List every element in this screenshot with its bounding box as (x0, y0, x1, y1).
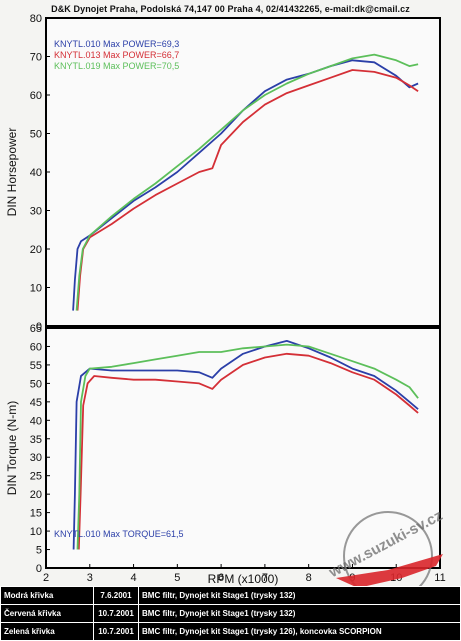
watermark-logo: www.suzuki-sv.cz (318, 507, 453, 604)
y-tick-label: 60 (30, 90, 42, 102)
caption-row: Zelená křivka 10.7.2001 BMC filtr, Dynojet… (0, 622, 461, 641)
y-tick-label: 40 (30, 167, 42, 179)
y-tick-label: 0 (36, 563, 42, 575)
y-tick-label: 50 (30, 378, 42, 390)
curve-date: 10.7.2001 (93, 622, 139, 641)
curve-label: Zelená křivka (0, 622, 94, 641)
y-tick-label: 35 (30, 434, 42, 446)
y-tick-label: 25 (30, 471, 42, 483)
y-tick-label: 5 (36, 545, 42, 557)
y-tick-label: 10 (30, 283, 42, 295)
y-tick-label: 60 (30, 341, 42, 353)
y-tick-label: 55 (30, 360, 42, 372)
x-tick-label: 6 (218, 572, 224, 584)
y-tick-label: 80 (30, 13, 42, 25)
y-tick-label: 15 (30, 508, 42, 520)
x-tick-label: 11 (434, 572, 445, 584)
y-tick-label: 70 (30, 52, 42, 64)
y-tick-label: 30 (30, 452, 42, 464)
series-line-knytl-013 (76, 69, 419, 311)
x-tick-label: 3 (87, 572, 93, 584)
y-tick-label: 40 (30, 415, 42, 427)
legend-entry: KNYTL.019 Max POWER=70,5 (54, 61, 179, 71)
y-tick-label: 20 (30, 489, 42, 501)
series-line-knytl-019 (76, 343, 419, 550)
dyno-shop-header: D&K Dynojet Praha, Podolská 74,147 00 Pr… (51, 4, 410, 14)
x-tick-label: 4 (130, 572, 136, 584)
legend-entry: KNYTL.013 Max POWER=66,7 (54, 50, 179, 60)
y-axis-label: DIN Torque (N-m) (5, 401, 19, 495)
series-line-knytl-010 (72, 339, 419, 550)
curve-description: BMC filtr, Dynojet kit Stage1 (trysky 12… (138, 622, 461, 641)
x-axis-label: RPM (x1000) (208, 572, 279, 586)
dyno-chart: 0 10 20 30 40 50 60 70 80 DIN Horsepower 0 5 10 15 20 2… (5, 13, 446, 586)
series-line-knytl-019 (75, 53, 419, 311)
caption-row: Červená křivka 10.7.2001 BMC filtr, Dynoje… (0, 604, 461, 623)
caption-row: Modrá křivka 7.6.2001 BMC filtr, Dynojet k… (0, 586, 461, 605)
y-tick-label: 0 (36, 321, 42, 333)
y-tick-label: 20 (30, 244, 42, 256)
plot-frame (45, 17, 441, 327)
curve-caption-table: Modrá křivka 7.6.2001 BMC filtr, Dynojet k… (0, 586, 461, 641)
curve-label: Modrá křivka (0, 586, 94, 605)
curve-description: BMC filtr, Dynojet kit Stage1 (trysky 13… (138, 586, 461, 605)
x-tick-label: 8 (306, 572, 312, 584)
curve-date: 7.6.2001 (93, 586, 139, 605)
x-tick-label: 7 (262, 572, 268, 584)
x-tick-label: 5 (174, 572, 180, 584)
curve-description: BMC filtr, Dynojet kit Stage1 (trysky 13… (138, 604, 461, 623)
y-tick-label: 10 (30, 526, 42, 538)
series-line-knytl-010 (72, 59, 419, 311)
y-tick-label: 65 (30, 323, 42, 335)
legend-entry: KNYTL.010 Max POWER=69,3 (54, 39, 179, 49)
curve-date: 10.7.2001 (93, 604, 139, 623)
y-tick-label: 50 (30, 129, 42, 141)
y-tick-label: 45 (30, 397, 42, 409)
x-tick-label: 2 (43, 572, 49, 584)
y-tick-label: 30 (30, 206, 42, 218)
legend-entry: KNYTL.010 Max TORQUE=61,5 (54, 529, 183, 539)
curve-label: Červená křivka (0, 604, 94, 623)
series-line-knytl-013 (77, 352, 419, 550)
y-axis-label: DIN Horsepower (5, 128, 19, 217)
